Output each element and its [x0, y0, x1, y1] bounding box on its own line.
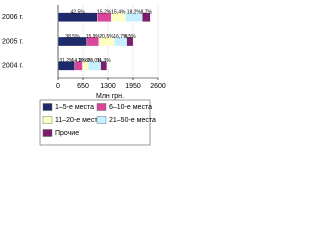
legend-label: 21–50-е места	[109, 117, 156, 124]
x-tick-label: 0	[56, 83, 60, 90]
legend-label: 1–5-е места	[55, 104, 94, 111]
chart: 0 650 1300 1950 2600 Млн грн. 2006 г. 42,5% 15,2…	[2, 5, 166, 146]
legend-swatch	[42, 129, 53, 137]
legend-swatch	[96, 103, 107, 111]
value-label: 31,2%	[59, 58, 74, 64]
value-label: 38,5%	[65, 34, 80, 40]
x-tick-label: 1300	[100, 83, 116, 90]
x-tick-label: 1950	[125, 83, 141, 90]
bar-segment	[100, 61, 107, 71]
legend-label: 6–10-е места	[109, 104, 152, 111]
value-label: 15,2%	[97, 9, 112, 15]
y-tick-label: 2004 г.	[2, 63, 23, 70]
legend-swatch	[42, 116, 53, 124]
value-label: 42,5%	[71, 9, 86, 15]
value-label: 15,4%	[111, 9, 126, 15]
value-label: 8,5%	[124, 34, 136, 40]
value-label: 14,3%	[72, 58, 87, 64]
x-axis-label: Млн грн.	[96, 93, 124, 100]
value-label: 8,7%	[141, 9, 153, 15]
x-tick-label: 2600	[150, 83, 166, 90]
legend-swatch	[96, 116, 107, 124]
value-label: 23,0%	[87, 58, 102, 64]
x-tick-label: 650	[77, 83, 89, 90]
y-tick-label: 2005 г.	[2, 38, 23, 45]
bar-segment	[142, 12, 151, 22]
value-label: 16,7%	[113, 34, 128, 40]
value-label: 15,9%	[86, 34, 101, 40]
value-label: 18,2%	[127, 9, 142, 15]
value-label: 11,3%	[97, 58, 111, 64]
bar-segment	[126, 36, 134, 47]
y-tick-label: 2006 г.	[2, 14, 23, 21]
value-label: 20,5%	[99, 34, 114, 40]
legend-box	[39, 99, 151, 146]
legend-swatch	[42, 103, 53, 111]
legend-label: Прочие	[55, 130, 79, 137]
legend-label: 11–20-е места	[55, 117, 101, 124]
value-label: 10,8%	[78, 58, 93, 64]
